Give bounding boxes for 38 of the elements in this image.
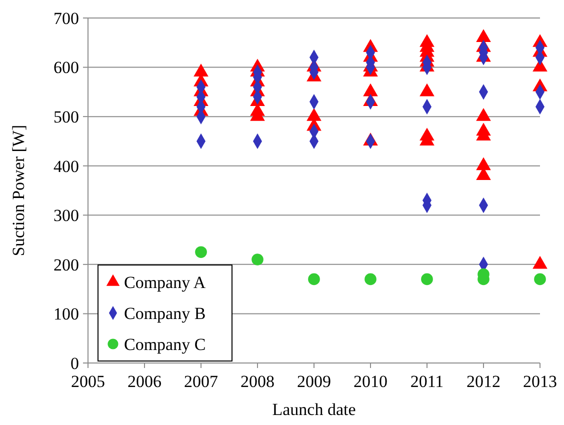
x-tick-label: 2011: [410, 372, 444, 391]
point: [194, 64, 208, 76]
legend-label: Company B: [124, 304, 206, 323]
x-tick-label: 2012: [466, 372, 500, 391]
point: [476, 29, 491, 42]
point: [195, 246, 207, 258]
y-tick-label: 400: [54, 156, 79, 176]
x-tick-label: 2007: [184, 372, 218, 391]
point: [420, 128, 434, 141]
y-tick-label: 0: [70, 354, 79, 373]
point: [363, 83, 378, 96]
point: [308, 273, 320, 286]
x-axis-title: Launch date: [272, 400, 356, 419]
point: [421, 273, 433, 286]
point: [476, 122, 491, 136]
point: [420, 83, 434, 96]
x-tick-label: 2013: [523, 372, 557, 391]
y-tick-label: 100: [54, 304, 79, 324]
point: [534, 273, 546, 286]
point: [252, 254, 264, 266]
y-tick-label: 600: [54, 58, 79, 78]
point: [476, 108, 491, 121]
y-tick-label: 700: [54, 8, 79, 28]
y-tick-label: 200: [54, 255, 79, 274]
x-tick-label: 2009: [297, 372, 331, 391]
x-tick-label: 2008: [240, 372, 274, 391]
legend-label: Company C: [124, 334, 206, 354]
point: [476, 157, 491, 170]
point: [306, 108, 322, 121]
x-tick-label: 2005: [71, 372, 105, 391]
x-tick-label: 2006: [128, 372, 162, 391]
y-tick-label: 300: [54, 206, 79, 226]
point: [364, 273, 376, 286]
y-tick-label: 500: [54, 108, 79, 127]
x-tick-label: 2010: [354, 372, 388, 391]
y-axis-title: Suction Power [W]: [9, 124, 28, 256]
point: [420, 34, 434, 47]
legend-label: Company A: [124, 272, 206, 292]
